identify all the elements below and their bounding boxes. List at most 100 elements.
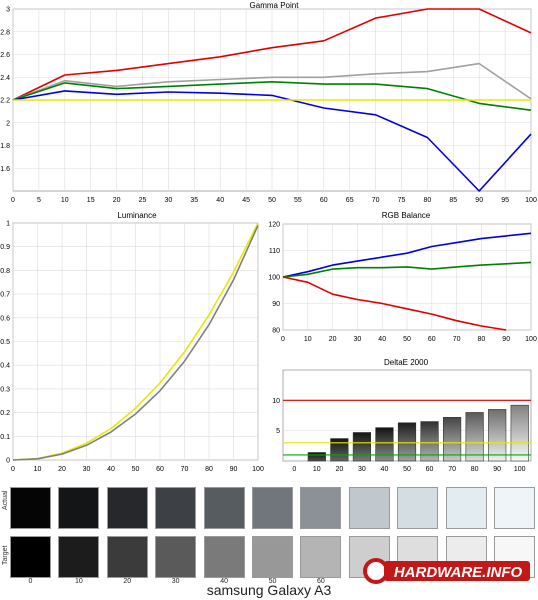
deltae-xtick-label: 20 [335,466,343,473]
lum-ytick-label: 1 [6,221,10,228]
lum-ytick-label: 0.6 [0,315,10,322]
actual-row-label: Actual [2,490,9,510]
lum-ytick-label: 0 [6,458,10,465]
swatch-label: 40 [220,578,228,585]
rgb-series-line-1 [282,261,532,278]
target-row-label: Target [2,545,9,565]
hardware-info-logo: HARDWARE.INFO [363,558,530,584]
luminance-chart: Luminance 0 10 20 30 40 50 60 70 80 90 100 0 0.1 0.2 0… [0,211,264,473]
actual-swatch [155,487,197,529]
gamma-ytick-label: 2.2 [0,98,10,105]
actual-swatch [494,487,535,529]
gamma-xtick-label: 75 [398,197,406,204]
deltae-ytick-label: 10 [272,398,280,405]
gamma-xtick-label: 80 [424,197,432,204]
actual-swatch [252,487,293,529]
gamma-xtick-label: 95 [501,197,509,204]
rgb-title: RGB Balance [382,211,431,220]
gamma-ytick-label: 2.8 [0,29,10,36]
gamma-xtick-label: 55 [294,197,302,204]
rgb-xtick-label: 30 [354,336,362,343]
gamma-series-line-3 [12,90,532,192]
gamma-xtick-label: 30 [165,197,173,204]
lum-series-line-1 [12,225,259,461]
deltae-xtick-label: 70 [448,466,456,473]
actual-swatch [397,487,439,529]
lum-xtick-label: 50 [132,466,140,473]
lum-ytick-label: 0.7 [0,292,10,299]
gamma-xtick-label: 85 [449,197,457,204]
rgb-xtick-label: 0 [281,336,285,343]
rgb-balance-chart: RGB Balance 0 10 20 30 40 50 60 70 80 90 100 80 90 10… [268,211,537,343]
deltae-xtick-label: 100 [514,466,526,473]
rgb-series-line-0 [282,232,532,278]
deltae-bar [397,422,417,462]
actual-swatch [10,487,51,529]
deltae-xtick-label: 50 [403,466,411,473]
deltae-bar [488,409,507,462]
swatch-label: 30 [171,578,180,585]
gamma-series-line-0 [12,8,532,101]
gamma-xtick-label: 15 [87,197,95,204]
target-swatch [252,536,293,578]
gamma-xtick-label: 100 [525,197,537,204]
swatch-label: 20 [123,578,132,585]
target-swatch [58,536,100,578]
rgb-ytick-label: 100 [268,275,280,282]
target-swatch [300,536,342,578]
lum-ytick-label: 0.2 [0,410,10,417]
rgb-ytick-label: 80 [272,328,280,335]
target-swatch [203,536,245,578]
deltae-xtick-label: 10 [313,466,321,473]
gamma-ytick-label: 2.6 [0,52,10,59]
lum-xtick-label: 70 [181,466,189,473]
deltae-xtick-label: 60 [426,466,434,473]
deltae-bar [420,421,439,462]
deltae-xtick-label: 30 [358,466,366,473]
gamma-ytick-label: 1.8 [0,143,10,150]
gamma-xtick-label: 40 [216,197,224,204]
device-caption: samsung Galaxy A3 [206,582,332,598]
lum-xtick-label: 90 [230,466,238,473]
rgb-ytick-label: 90 [272,301,280,308]
gamma-ytick-label: 3 [6,7,10,14]
lum-ytick-label: 0.5 [0,339,10,346]
lum-xtick-label: 20 [58,466,66,473]
lum-xtick-label: 10 [34,466,42,473]
rgb-xtick-label: 100 [525,336,537,343]
gamma-xtick-label: 90 [475,197,483,204]
lum-xtick-label: 40 [107,466,115,473]
deltae-bar [375,427,394,462]
deltae-xtick-label: 40 [381,466,389,473]
gamma-xtick-label: 70 [372,197,380,204]
deltae-bar [510,404,529,462]
deltae-bar [330,438,349,462]
rgb-xtick-label: 60 [428,336,436,343]
rgb-xtick-label: 70 [453,336,461,343]
swatch-label: 0 [28,578,33,585]
actual-swatch [203,487,245,529]
actual-swatch [348,487,390,529]
rgb-ytick-label: 110 [269,248,280,255]
actual-swatch [445,487,487,529]
lum-xtick-label: 80 [205,466,213,473]
gamma-series-line-2 [12,81,532,111]
target-swatch [155,536,197,578]
rgb-xtick-label: 80 [478,336,486,343]
swatch-label: 10 [74,578,83,585]
lum-ytick-label: 0.8 [0,268,10,275]
lum-xtick-label: 60 [156,466,164,473]
deltae-xtick-label: 0 [292,466,296,473]
lum-ytick-label: 0.4 [0,363,10,370]
rgb-ytick-label: 120 [268,222,280,229]
gamma-xtick-label: 20 [113,197,121,204]
lum-xtick-label: 0 [11,466,15,473]
swatch-label: 60 [316,578,325,585]
gamma-xtick-label: 45 [242,197,250,204]
gamma-xtick-label: 60 [320,197,328,204]
actual-swatch [300,487,342,529]
gamma-ytick-label: 2 [6,120,10,127]
gamma-xtick-label: 10 [61,197,69,204]
gamma-xtick-label: 35 [190,197,198,204]
